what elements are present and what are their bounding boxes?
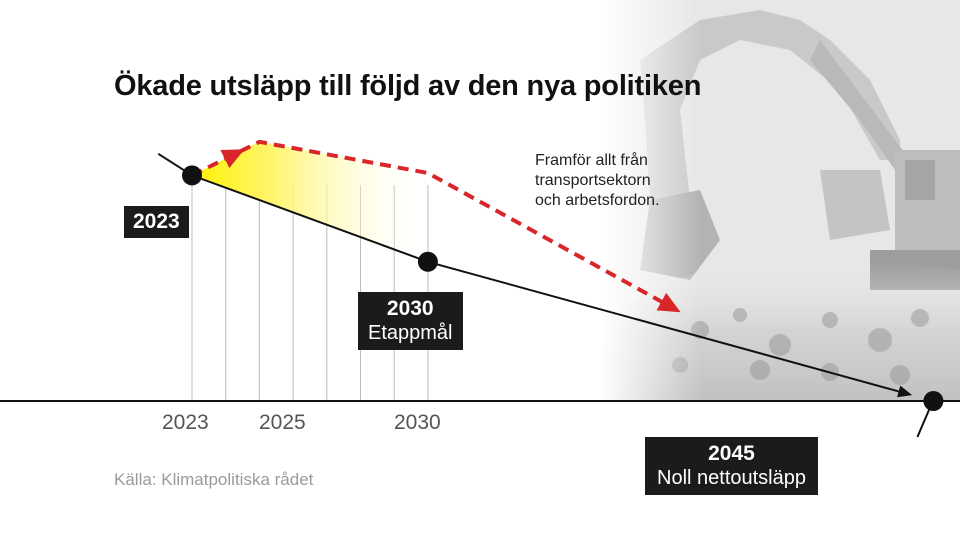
milestone-dot-2045 [923,391,944,411]
annotation-note: Framför allt från transportsektorn och a… [535,151,735,211]
target-path-line [157,152,903,394]
x-tick-label: 2030 [394,411,441,434]
milestone-note: Noll nettoutsläpp [657,467,806,489]
increased-emissions-arrowhead-upper [220,149,245,168]
milestone-year: 2023 [133,210,180,233]
milestone-dot-2023 [182,165,202,186]
milestone-year: 2030 [386,297,434,320]
milestone-note: Etappmål [368,322,453,344]
milestone-label-2023: 2023 [124,206,189,238]
excavator-photo [600,0,960,400]
source-credit: Källa: Klimatpolitiska rådet [114,470,314,489]
increased-emissions-arrowhead-lower [656,292,681,313]
x-tick-label: 2023 [162,411,209,434]
x-tick-label: 2025 [259,411,306,434]
end-label-pointer [916,408,931,438]
milestone-dots [182,165,944,411]
chart-title: Ökade utsläpp till följd av den nya poli… [114,70,702,102]
note-line: och arbetsfordon. [535,192,660,209]
note-line: transportsektorn [535,172,651,189]
note-line: Framför allt från [535,152,648,169]
target-path-arrowhead [897,385,913,398]
milestone-year: 2045 [708,442,755,465]
milestone-dot-2030 [417,251,438,272]
emission-gap-area [192,141,428,262]
milestone-label-2030: 2030 Etappmål [358,292,463,350]
milestone-label-2045: 2045 Noll nettoutsläpp [645,437,818,495]
